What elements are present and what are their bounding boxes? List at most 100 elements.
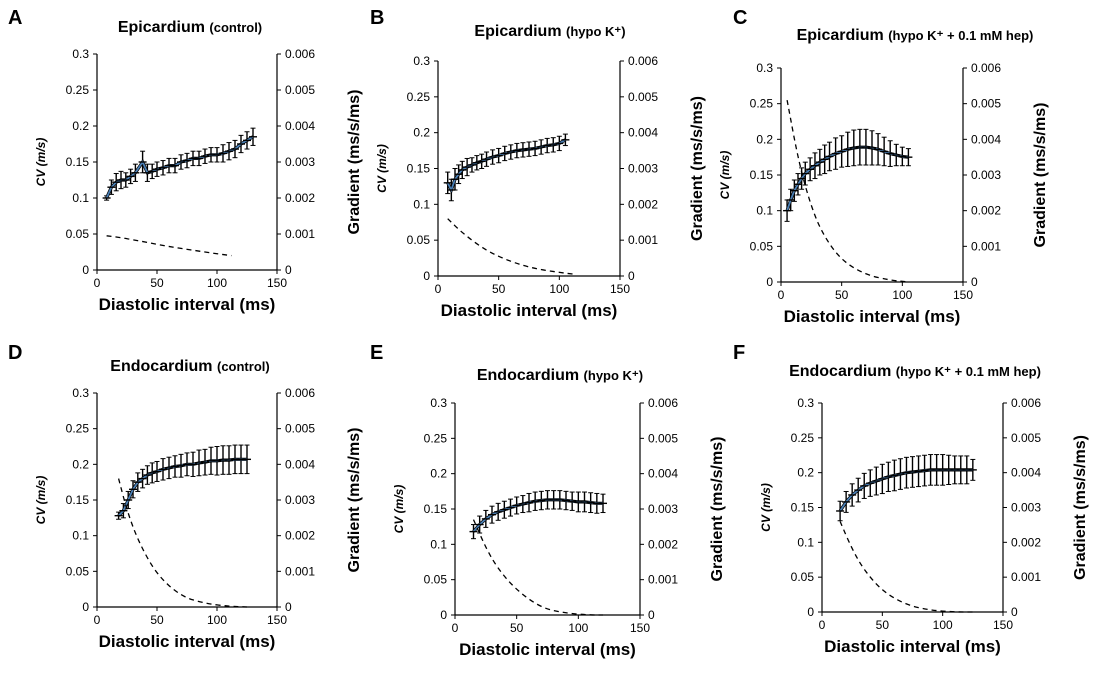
x-tick-label: 100	[933, 618, 953, 632]
y2-tick-label: 0.002	[971, 204, 1001, 218]
y2-tick-label: 0.002	[285, 191, 315, 205]
x-axis-label: Diastolic interval (ms)	[99, 295, 276, 314]
y2-tick-label: 0.004	[971, 132, 1001, 146]
y2-tick-label: 0.001	[1011, 570, 1041, 584]
y2-tick-label: 0.001	[285, 564, 315, 578]
x-tick-label: 0	[778, 288, 785, 302]
panel-f: F Endocardium (hypo K⁺ + 0.1 mM hep) 0 50 10…	[733, 342, 1089, 656]
y2-tick-label: 0.005	[285, 83, 315, 97]
gradient-line	[472, 519, 603, 616]
y-axis-label: CV (m/s)	[718, 151, 732, 200]
panel-label: A	[8, 7, 22, 29]
y-tick-label: 0.3	[797, 396, 814, 410]
y2-tick-label: 0.003	[285, 493, 315, 507]
chart-title: Endocardium (control)	[110, 358, 269, 375]
x-tick-label: 0	[435, 282, 442, 296]
x-tick-label: 0	[94, 613, 101, 627]
x-tick-label: 0	[819, 618, 826, 632]
y2-tick-label: 0	[648, 608, 655, 622]
y2-tick-label: 0.001	[285, 227, 315, 241]
y2-tick-label: 0	[285, 263, 292, 277]
y-tick-label: 0.3	[72, 47, 89, 61]
x-tick-label: 50	[835, 288, 849, 302]
panel-a: A Epicardium (control)0 50 100 15000.050.10.…	[8, 7, 363, 314]
y-tick-label: 0.3	[413, 54, 430, 68]
y2-axis-label: Gradient (ms/s/ms)	[709, 437, 726, 582]
y2-tick-label: 0.006	[1011, 396, 1041, 410]
chart-title: Endocardium (hypo K⁺ + 0.1 mM hep)	[789, 363, 1041, 380]
chart-title-main: Epicardium	[797, 27, 889, 44]
y2-tick-label: 0.006	[628, 54, 658, 68]
y2-axis-label: Gradient (ms/s/ms)	[1072, 435, 1089, 580]
y-tick-label: 0.2	[430, 467, 447, 481]
chart-title-main: Endocardium	[110, 358, 217, 375]
y2-tick-label: 0	[628, 269, 635, 283]
y2-tick-label: 0.006	[285, 47, 315, 61]
x-tick-label: 150	[993, 618, 1013, 632]
panel-label: F	[733, 342, 745, 364]
y-tick-label: 0.25	[66, 422, 90, 436]
y-axis-label: CV (m/s)	[34, 476, 48, 525]
y2-tick-label: 0.002	[1011, 535, 1041, 549]
y-tick-label: 0	[807, 605, 814, 619]
y2-tick-label: 0.006	[285, 386, 315, 400]
x-tick-label: 150	[267, 613, 287, 627]
y-tick-label: 0.1	[430, 537, 447, 551]
chart-title-condition: (control)	[217, 359, 270, 374]
x-tick-label: 150	[953, 288, 973, 302]
y2-axis-label: Gradient (ms/s/ms)	[1032, 103, 1049, 248]
chart-title-condition: (hypo K⁺ + 0.1 mM hep)	[888, 28, 1033, 43]
y-tick-label: 0.1	[72, 191, 89, 205]
y-tick-label: 0.2	[413, 126, 430, 140]
y2-axis-label: Gradient (ms/s/ms)	[346, 428, 363, 573]
cv-series	[783, 128, 913, 222]
y-tick-label: 0.3	[72, 386, 89, 400]
y-tick-label: 0.25	[66, 83, 90, 97]
x-axis-label: Diastolic interval (ms)	[459, 640, 636, 659]
y2-tick-label: 0.002	[285, 529, 315, 543]
y-axis-label: CV (m/s)	[392, 485, 406, 534]
y2-tick-label: 0.001	[648, 573, 678, 587]
y-tick-label: 0.2	[72, 119, 89, 133]
chart-title: Epicardium (hypo K⁺)	[474, 23, 625, 40]
y2-tick-label: 0.005	[971, 97, 1001, 111]
x-tick-label: 50	[510, 621, 524, 635]
x-axis-label: Diastolic interval (ms)	[824, 637, 1001, 656]
gradient-line	[839, 521, 973, 613]
y2-tick-label: 0.006	[648, 396, 678, 410]
y2-tick-label: 0	[285, 600, 292, 614]
y-tick-label: 0.3	[756, 61, 773, 75]
x-tick-label: 0	[94, 276, 101, 290]
y-tick-label: 0.1	[72, 529, 89, 543]
y-tick-label: 0.05	[66, 227, 90, 241]
y2-tick-label: 0.004	[1011, 466, 1041, 480]
x-axis-label: Diastolic interval (ms)	[784, 307, 961, 326]
chart-title-main: Epicardium	[474, 23, 566, 40]
chart-title-condition: (hypo K⁺ + 0.1 mM hep)	[896, 364, 1041, 379]
y-tick-label: 0.25	[407, 90, 431, 104]
x-tick-label: 100	[207, 276, 227, 290]
y-tick-label: 0	[82, 600, 89, 614]
x-tick-label: 50	[876, 618, 890, 632]
y-tick-label: 0	[440, 608, 447, 622]
y2-tick-label: 0.003	[971, 168, 1001, 182]
chart-title: Epicardium (hypo K⁺ + 0.1 mM hep)	[797, 27, 1034, 44]
x-tick-label: 100	[568, 621, 588, 635]
y-tick-label: 0.1	[756, 204, 773, 218]
y2-axis-label: Gradient (ms/s/ms)	[689, 96, 706, 241]
chart-title-main: Endocardium	[789, 363, 896, 380]
x-axis-label: Diastolic interval (ms)	[441, 301, 618, 320]
cv-line-outline	[105, 135, 254, 199]
y-tick-label: 0.15	[424, 502, 448, 516]
y2-tick-label: 0.006	[971, 61, 1001, 75]
y-tick-label: 0.15	[66, 493, 90, 507]
y-axis-label: CV (m/s)	[759, 483, 773, 532]
panel-label: E	[370, 342, 383, 364]
y-tick-label: 0.05	[750, 239, 774, 253]
y-tick-label: 0.2	[756, 132, 773, 146]
chart-title-condition: (hypo K⁺)	[584, 368, 644, 383]
